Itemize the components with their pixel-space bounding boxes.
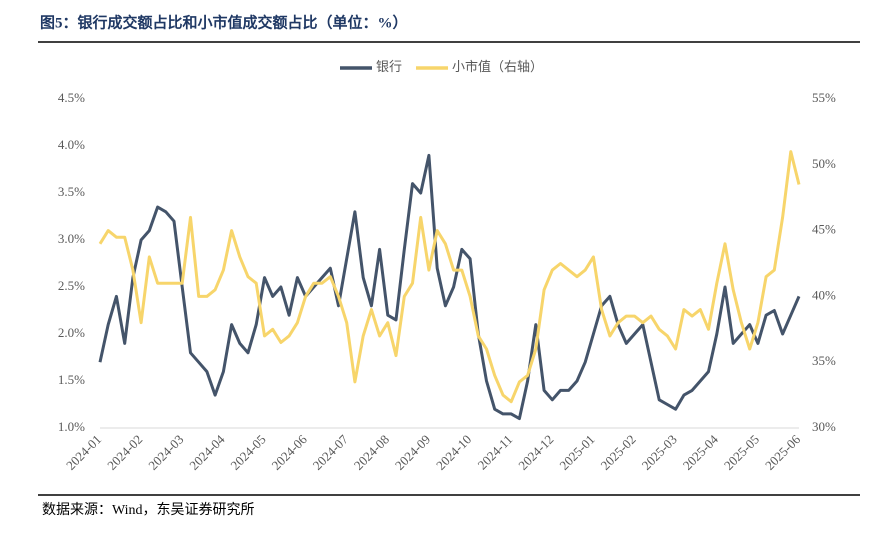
x-tick-label: 2024-04 <box>186 431 228 473</box>
x-tick-label: 2025-06 <box>762 431 804 473</box>
y-tick-label: 1.5% <box>58 372 85 387</box>
x-tick-label: 2025-04 <box>680 431 722 473</box>
y-tick-label: 2.0% <box>58 325 85 340</box>
y2-tick-label: 35% <box>812 353 836 368</box>
x-tick-label: 2024-07 <box>310 431 352 473</box>
y2-tick-label: 30% <box>812 419 836 434</box>
x-tick-label: 2024-11 <box>474 432 515 473</box>
y2-tick-label: 40% <box>812 287 836 302</box>
legend-label: 银行 <box>376 59 402 74</box>
y-tick-label: 3.5% <box>58 184 85 199</box>
y-tick-label: 2.5% <box>58 278 85 293</box>
x-tick-label: 2025-05 <box>721 432 762 473</box>
y-tick-label: 4.5% <box>58 90 85 105</box>
y-tick-label: 1.0% <box>58 419 85 434</box>
chart-title: 图5：银行成交额占比和小市值成交额占比（单位：%） <box>40 13 408 31</box>
x-tick-label: 2025-01 <box>556 432 597 473</box>
x-tick-label: 2024-09 <box>392 432 433 473</box>
y-tick-label: 3.0% <box>58 231 85 246</box>
x-tick-label: 2024-10 <box>433 432 474 473</box>
x-tick-label: 2025-03 <box>639 432 680 473</box>
legend-label: 小市值（右轴） <box>452 59 543 74</box>
y-tick-label: 4.0% <box>58 137 85 152</box>
y2-tick-label: 50% <box>812 156 836 171</box>
y2-tick-label: 45% <box>812 222 836 237</box>
x-tick-label: 2024-08 <box>351 432 392 473</box>
x-tick-label: 2024-06 <box>269 431 311 473</box>
x-tick-label: 2024-03 <box>145 432 186 473</box>
series-line <box>98 150 801 404</box>
x-tick-label: 2024-05 <box>227 432 268 473</box>
x-tick-label: 2025-02 <box>598 432 639 473</box>
source-note: 数据来源：Wind，东吴证券研究所 <box>42 502 255 518</box>
y2-tick-label: 55% <box>812 90 836 105</box>
x-tick-label: 2024-01 <box>63 432 104 473</box>
x-tick-label: 2024-12 <box>515 432 556 473</box>
series-line <box>98 153 801 421</box>
x-tick-label: 2024-02 <box>104 432 145 473</box>
